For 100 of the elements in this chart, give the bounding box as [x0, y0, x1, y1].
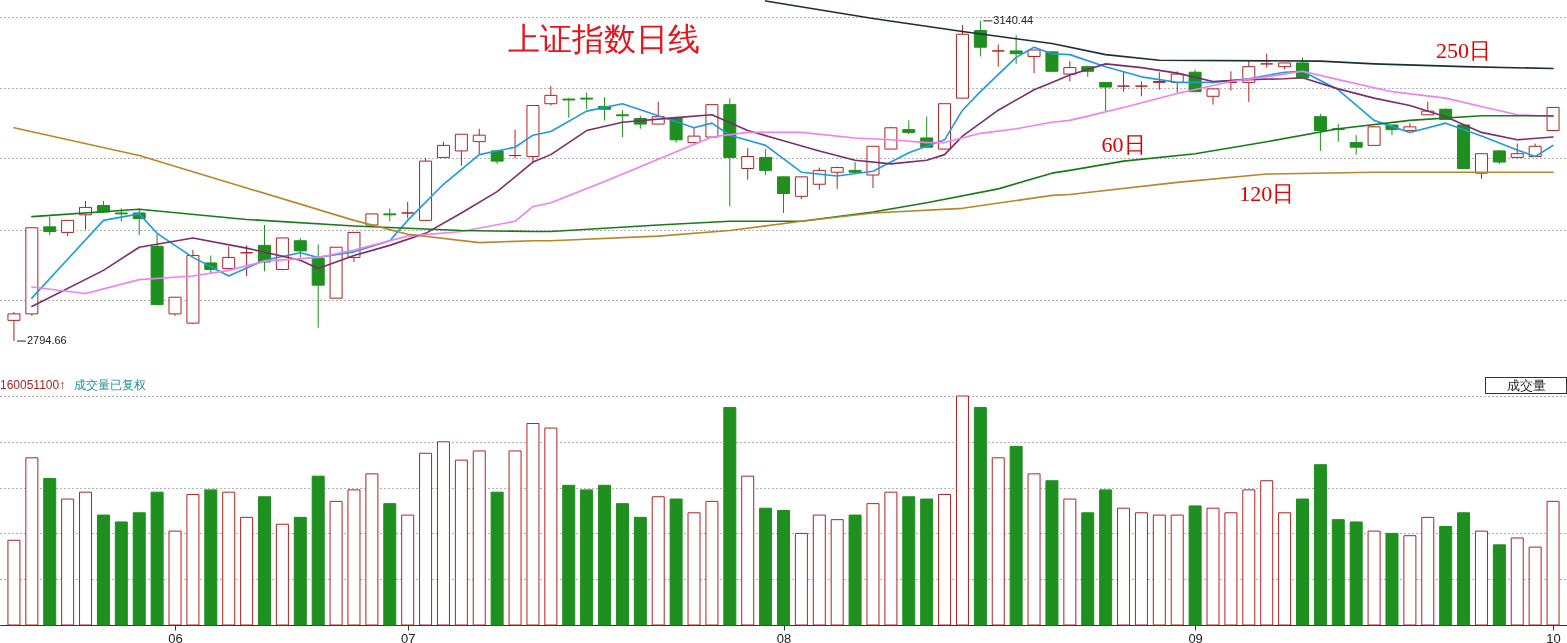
bar: [1439, 526, 1453, 626]
bar: [955, 395, 969, 626]
bar: [1134, 512, 1148, 626]
bar: [526, 422, 540, 626]
candlestick: [1474, 153, 1488, 180]
bar: [1296, 498, 1309, 626]
bar: [79, 491, 93, 626]
bar: [794, 532, 808, 626]
bar: [25, 457, 39, 626]
bar: [1099, 489, 1113, 626]
bar: [1403, 535, 1417, 626]
x-tick-label: 07: [400, 630, 416, 643]
bar: [1027, 473, 1041, 626]
candlestick: [240, 244, 254, 277]
candlestick: [687, 127, 701, 144]
bar: [1009, 445, 1023, 626]
bar: [311, 475, 325, 626]
candlestick: [544, 85, 558, 107]
bar: [401, 514, 415, 626]
bar: [741, 475, 755, 626]
x-tick-label: 09: [1188, 630, 1203, 643]
candlestick: [472, 128, 486, 156]
candlestick: [1206, 88, 1220, 106]
text: 160051100↑: [0, 378, 66, 392]
bar: [114, 521, 128, 626]
button: 成交量: [1485, 377, 1567, 394]
bar: [1045, 480, 1059, 626]
series-label: 250日: [1436, 37, 1492, 63]
bar: [43, 477, 57, 626]
bar: [991, 457, 1005, 626]
candlestick: [759, 148, 773, 176]
candlestick: [1367, 126, 1381, 146]
bar: [365, 473, 379, 626]
text: 上证指数日线: [508, 21, 700, 57]
series-label: 60日: [1101, 132, 1146, 158]
bar: [293, 516, 307, 626]
bar: [1457, 512, 1471, 626]
candlestick: [1063, 60, 1077, 82]
bar: [1117, 507, 1131, 626]
bar: [1081, 512, 1095, 626]
bar: [168, 530, 182, 626]
bar: [866, 503, 880, 626]
bar: [544, 427, 558, 626]
candlestick: [991, 43, 1005, 68]
bar: [830, 519, 844, 626]
x-tick-label: 10: [1546, 630, 1561, 643]
bar: [186, 493, 200, 626]
candlestick: [794, 176, 808, 200]
candlestick: [454, 133, 468, 167]
candlestick: [222, 245, 236, 270]
annotation: 3140.44: [993, 13, 1034, 26]
bar: [275, 523, 289, 626]
candlestick: [1009, 34, 1023, 65]
bar: [61, 498, 75, 626]
bar: [132, 512, 146, 626]
bar: [436, 441, 450, 626]
bar: [1367, 530, 1381, 626]
candlestick: [848, 161, 862, 175]
text: 成交量已复权: [74, 378, 146, 392]
bar: [759, 507, 773, 626]
bar: [705, 500, 719, 626]
candlestick: [508, 129, 522, 159]
bar: [1188, 505, 1202, 626]
candlestick: [1313, 113, 1327, 152]
candlestick: [1117, 70, 1131, 93]
bar: [204, 489, 218, 626]
bar: [1260, 480, 1274, 626]
candlestick: [1349, 134, 1363, 156]
bar: [222, 491, 236, 626]
bar: [1331, 519, 1345, 626]
bar: [240, 516, 254, 626]
candlestick: [562, 97, 576, 119]
bar: [973, 406, 987, 626]
bar: [1313, 464, 1327, 626]
bar: [562, 484, 576, 626]
bar: [7, 539, 21, 626]
bar: [96, 514, 110, 626]
candlestick: [168, 296, 182, 317]
candlestick: [43, 216, 57, 236]
bar: [1063, 498, 1077, 626]
bar: [1224, 512, 1238, 626]
bar: [454, 459, 468, 626]
bar: [1421, 516, 1435, 626]
bar: [419, 452, 433, 626]
bar: [329, 500, 343, 626]
bar: [1492, 544, 1506, 626]
bar: [1278, 512, 1292, 626]
candlestick: [615, 109, 629, 138]
bar: [1474, 530, 1488, 626]
bar: [258, 496, 271, 626]
series-label: 120日: [1239, 181, 1295, 207]
bar: [1528, 546, 1542, 626]
bar: [633, 516, 647, 626]
bar: [669, 498, 683, 626]
bar: [615, 503, 629, 626]
candlestick: [741, 147, 755, 181]
x-tick-label: 06: [168, 630, 183, 643]
bar: [723, 406, 737, 626]
candlestick: [1099, 81, 1113, 112]
bar: [508, 450, 522, 626]
